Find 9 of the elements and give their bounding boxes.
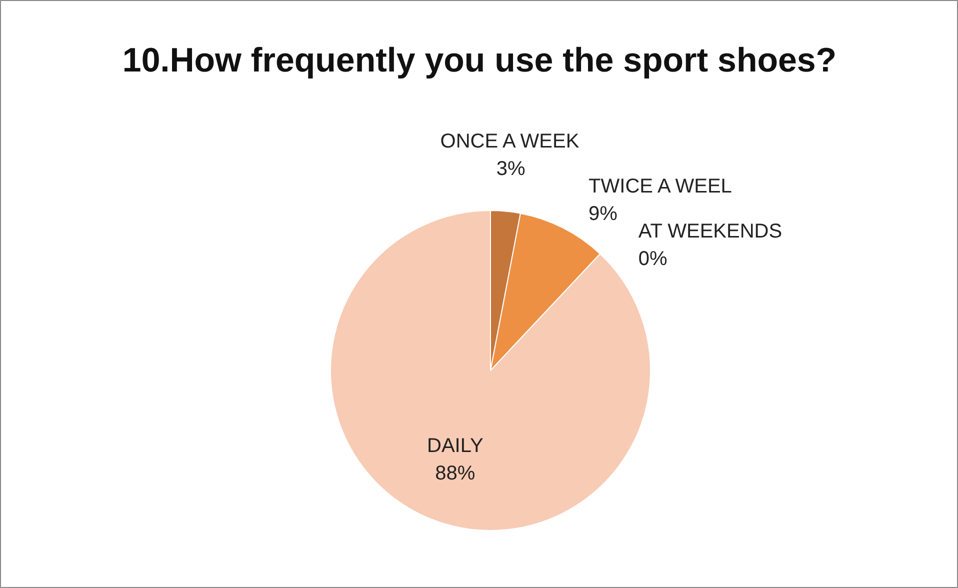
data-label: 3% — [496, 158, 526, 180]
chart-title: 10.How frequently you use the sport shoes? — [122, 42, 837, 80]
slice-label: ONCE A WEEK — [440, 130, 580, 153]
slice-label: TWICE A WEEL — [588, 176, 732, 198]
data-label: 88% — [435, 462, 476, 485]
category-label: AT WEEKENDS — [638, 220, 782, 243]
slice-label: DAILY — [427, 435, 484, 458]
text: 0% — [638, 248, 668, 270]
data-label: 9% — [588, 203, 618, 226]
